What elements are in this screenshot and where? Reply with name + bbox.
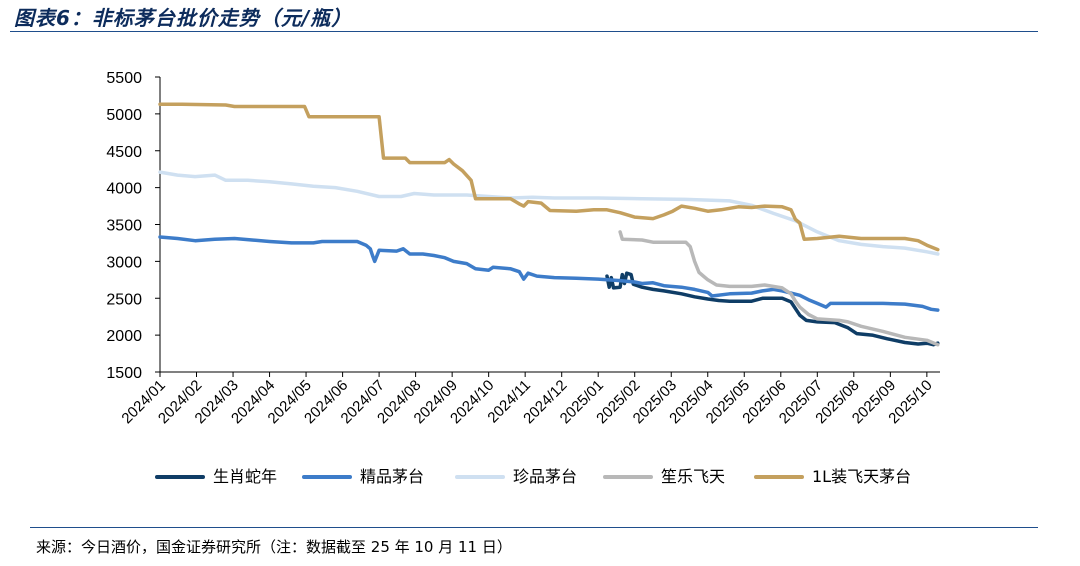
- chart-axes: 1500200025003000350040004500500055002024…: [106, 70, 940, 427]
- legend-label: 生肖蛇年: [213, 467, 278, 486]
- series-line-2: [158, 235, 940, 312]
- legend-swatch: [754, 475, 804, 479]
- y-tick-label: 4500: [106, 144, 142, 161]
- legend-swatch: [455, 475, 505, 479]
- chart-title: 图表6：非标茅台批价走势（元/瓶）: [14, 6, 353, 30]
- chart-legend: 生肖蛇年 精品茅台 珍品茅台 笙乐飞天 1L装飞天茅台: [0, 466, 1080, 488]
- legend-label: 1L装飞天茅台: [812, 467, 912, 486]
- line-chart: 1500200025003000350040004500500055002024…: [106, 70, 940, 427]
- y-tick-label: 2000: [106, 328, 142, 345]
- legend-swatch: [155, 475, 205, 479]
- source-note: 来源：今日酒价，国金证券研究所（注：数据截至 25 年 10 月 11 日）: [36, 538, 512, 556]
- series-line-5: [158, 102, 940, 252]
- source-divider: [30, 527, 1038, 528]
- chart-series: [158, 102, 940, 347]
- title-divider: [10, 31, 1038, 32]
- legend-label: 珍品茅台: [513, 467, 578, 486]
- y-tick-label: 1500: [106, 365, 142, 382]
- y-tick-label: 5500: [106, 70, 142, 87]
- y-tick-label: 3500: [106, 218, 142, 235]
- y-tick-label: 5000: [106, 107, 142, 124]
- legend-swatch: [302, 475, 352, 479]
- legend-label: 精品茅台: [360, 467, 425, 486]
- legend-swatch: [603, 475, 653, 479]
- y-tick-label: 3000: [106, 254, 142, 271]
- legend-label: 笙乐飞天: [661, 467, 726, 486]
- series-line-4: [618, 230, 940, 347]
- y-tick-label: 4000: [106, 181, 142, 198]
- y-tick-label: 2500: [106, 291, 142, 308]
